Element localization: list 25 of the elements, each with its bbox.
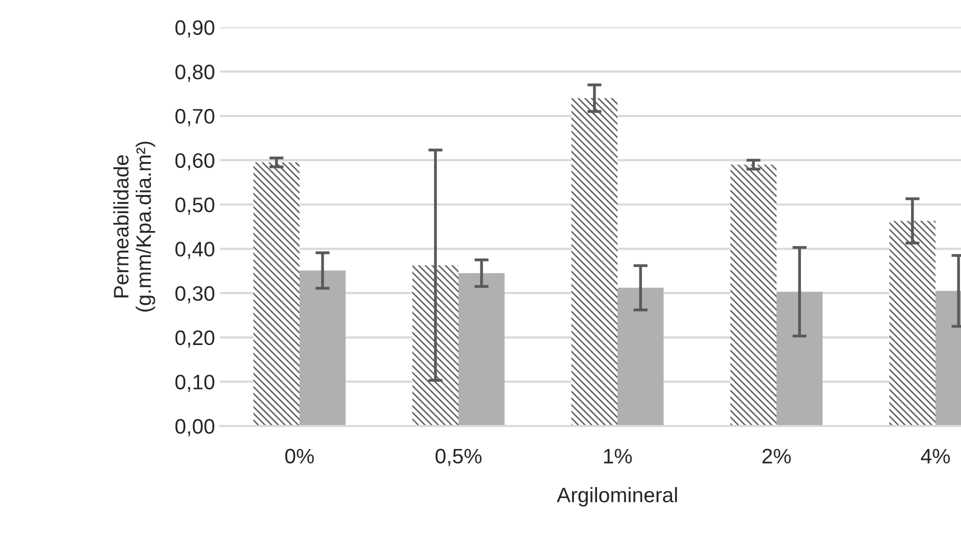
bar (412, 265, 458, 426)
y-axis-title: Permeabilidade (g.mm/Kpa.dia.m²) (113, 142, 156, 312)
y-tick-label: 0,40 (175, 242, 214, 260)
bar (776, 292, 823, 426)
bar (730, 164, 776, 426)
y-tick-label: 0,20 (175, 330, 214, 348)
y-tick-label: 0,50 (175, 198, 214, 215)
y-tick-label: 0,10 (175, 374, 214, 392)
bar (618, 288, 664, 426)
bar (571, 98, 618, 426)
bar (458, 273, 505, 426)
x-tick-label: 0% (285, 448, 314, 464)
x-tick-label: 0,5% (436, 448, 482, 466)
x-tick-label: 1% (604, 448, 632, 464)
x-axis-title: Argilomineral (556, 487, 677, 507)
x-tick-label: 4% (920, 448, 950, 464)
bar (253, 162, 300, 426)
y-tick-label: 0,00 (175, 419, 214, 436)
bar (300, 270, 346, 426)
y-tick-label: 0,80 (175, 64, 214, 82)
y-tick-label: 0,70 (175, 108, 214, 126)
y-tick-label: 0,90 (175, 20, 214, 38)
y-tick-label: 0,30 (175, 286, 214, 304)
y-tick-label: 0,60 (175, 153, 214, 170)
x-tick-label: 2% (762, 448, 791, 464)
